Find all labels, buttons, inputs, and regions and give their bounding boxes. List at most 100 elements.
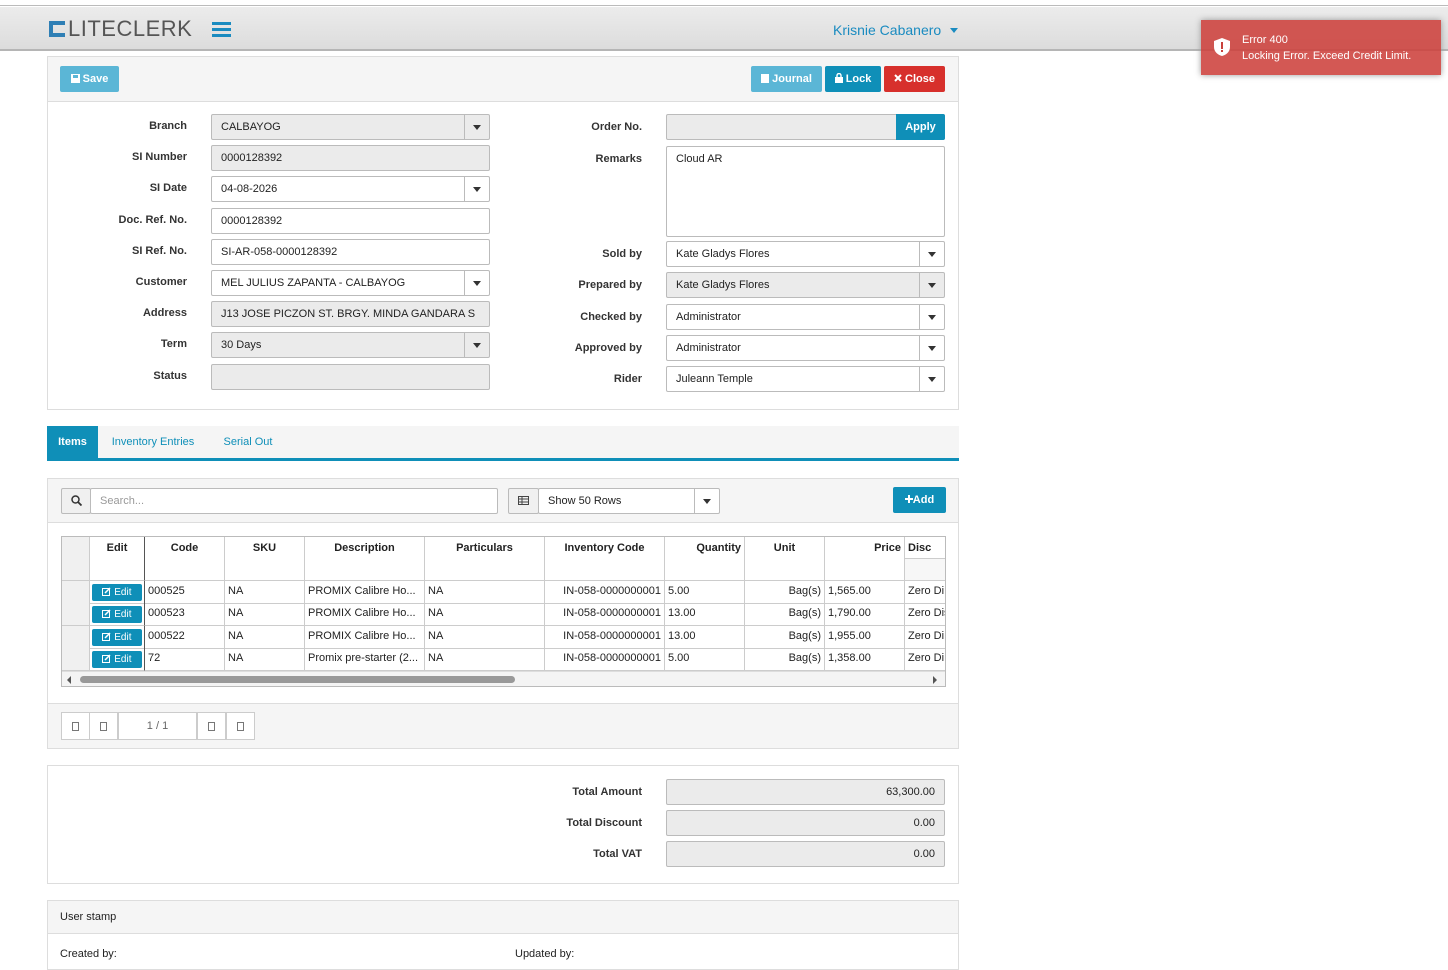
edit-button[interactable]: Edit: [92, 650, 142, 668]
field-input[interactable]: SI-AR-058-0000128392: [211, 239, 490, 265]
table-cell: Zero Di: [905, 626, 945, 649]
field-input[interactable]: MEL JULIUS ZAPANTA - CALBAYOG: [211, 270, 490, 296]
field-value: 0000128392: [221, 152, 283, 164]
row-number: [62, 625, 90, 649]
field-value: Cloud AR: [676, 153, 723, 165]
field-input[interactable]: Cloud AR: [666, 146, 945, 237]
pager-button[interactable]: [89, 712, 118, 740]
field-input[interactable]: CALBAYOG: [211, 114, 490, 140]
field-label: Rider: [613, 373, 642, 385]
table-cell: 1,955.00: [825, 625, 905, 649]
field-label: Customer: [135, 276, 187, 288]
field-input[interactable]: 0000128392: [211, 145, 490, 171]
pager-button[interactable]: [197, 712, 226, 740]
field-value: SI-AR-058-0000128392: [221, 246, 338, 258]
column-header: Quantity: [665, 537, 745, 581]
toast-message: Locking Error. Exceed Credit Limit.: [1242, 50, 1412, 62]
caret: [703, 499, 711, 504]
rows-caret: [694, 489, 719, 513]
field-input[interactable]: 0000128392: [211, 208, 490, 234]
journal-label: Journal: [772, 73, 812, 85]
table-cell: 1,565.00: [825, 581, 905, 604]
error-toast[interactable]: Error 400 Locking Error. Exceed Credit L…: [1201, 20, 1441, 75]
lock-label: Lock: [845, 73, 872, 85]
user-menu[interactable]: Krisnie Cabanero: [833, 22, 942, 38]
menu-toggle[interactable]: [212, 21, 232, 38]
pager-button[interactable]: [61, 712, 90, 740]
field-label: Doc. Ref. No.: [118, 214, 187, 226]
pager-icon: [208, 722, 215, 731]
lock-button[interactable]: Lock: [825, 66, 881, 92]
caret: [473, 187, 481, 192]
field-value: Administrator: [676, 342, 741, 354]
column-header: Price: [825, 537, 905, 581]
field-input[interactable]: [211, 364, 490, 390]
row-number: [62, 581, 90, 604]
table-cell: NA: [425, 625, 545, 649]
field-label: SI Date: [149, 182, 187, 194]
dropdown-caret: [464, 333, 489, 357]
field-label: SI Number: [131, 151, 187, 163]
edit-icon: [102, 632, 112, 641]
table-cell: PROMIX Calibre Ho...: [305, 603, 425, 627]
pager-button[interactable]: [226, 712, 255, 740]
edit-icon: [102, 654, 112, 663]
table-cell: NA: [225, 625, 305, 649]
field-input[interactable]: J13 JOSE PICZON ST. BRGY. MINDA GANDARA …: [211, 301, 490, 327]
edit-label: Edit: [114, 587, 132, 598]
close-label: Close: [905, 73, 936, 85]
edit-button[interactable]: Edit: [92, 628, 142, 646]
edit-cell: Edit: [90, 647, 145, 671]
header-cell: [62, 559, 90, 581]
column-header: Description: [305, 537, 425, 581]
edit-cell: Edit: [90, 603, 145, 627]
apply-button[interactable]: Apply: [896, 114, 945, 140]
logo[interactable]: LITECLERK: [68, 16, 193, 41]
add-button[interactable]: Add: [893, 487, 946, 513]
column-header: Unit: [745, 537, 825, 581]
save-label: Save: [82, 73, 109, 85]
dropdown-caret: [919, 367, 944, 391]
dropdown-caret: [464, 271, 489, 295]
field-input[interactable]: Kate Gladys Flores: [666, 241, 945, 267]
table-cell: IN-058-0000000001: [545, 647, 665, 671]
rows-select[interactable]: Show 50 Rows: [538, 488, 720, 514]
dropdown-caret: [919, 305, 944, 329]
field-label: Sold by: [602, 248, 642, 260]
field-input[interactable]: 30 Days: [211, 332, 490, 358]
field-input[interactable]: Administrator: [666, 304, 945, 330]
page-indicator: 1 / 1: [118, 712, 197, 740]
horizontal-scrollbar[interactable]: [62, 671, 945, 686]
field-value: Administrator: [676, 311, 741, 323]
tab[interactable]: Items: [47, 426, 98, 459]
field-input[interactable]: Administrator: [666, 335, 945, 361]
save-button[interactable]: Save: [60, 66, 119, 92]
field-input[interactable]: 04-08-2026: [211, 176, 490, 202]
table-cell: NA: [425, 581, 545, 604]
search-input[interactable]: Search...: [90, 488, 498, 514]
tab[interactable]: Serial Out: [223, 436, 273, 448]
dropdown-caret: [919, 242, 944, 266]
edit-button[interactable]: Edit: [92, 584, 142, 601]
field-label: Address: [142, 307, 187, 319]
table-cell: PROMIX Calibre Ho...: [305, 581, 425, 604]
close-button[interactable]: Close: [884, 66, 945, 92]
field-input[interactable]: Juleann Temple: [666, 366, 945, 392]
field-label: Term: [160, 338, 187, 350]
table-cell: NA: [225, 603, 305, 627]
user-stamp-title: User stamp: [60, 911, 117, 923]
pager-icon: [100, 722, 107, 731]
column-header: Particulars: [425, 537, 545, 581]
logo-icon: [49, 21, 65, 37]
edit-button[interactable]: Edit: [92, 606, 142, 624]
table-cell: Zero Dis: [905, 603, 945, 627]
edit-cell: Edit: [90, 581, 145, 604]
field-input[interactable]: Kate Gladys Flores: [666, 272, 945, 298]
table-cell: Zero Di: [905, 581, 945, 604]
table-cell: 5.00: [665, 647, 745, 671]
table-cell: 1,790.00: [825, 603, 905, 627]
journal-button[interactable]: Journal: [751, 66, 822, 92]
column-header: SKU: [225, 537, 305, 581]
tab[interactable]: Inventory Entries: [111, 436, 195, 448]
row-number: [62, 603, 90, 627]
